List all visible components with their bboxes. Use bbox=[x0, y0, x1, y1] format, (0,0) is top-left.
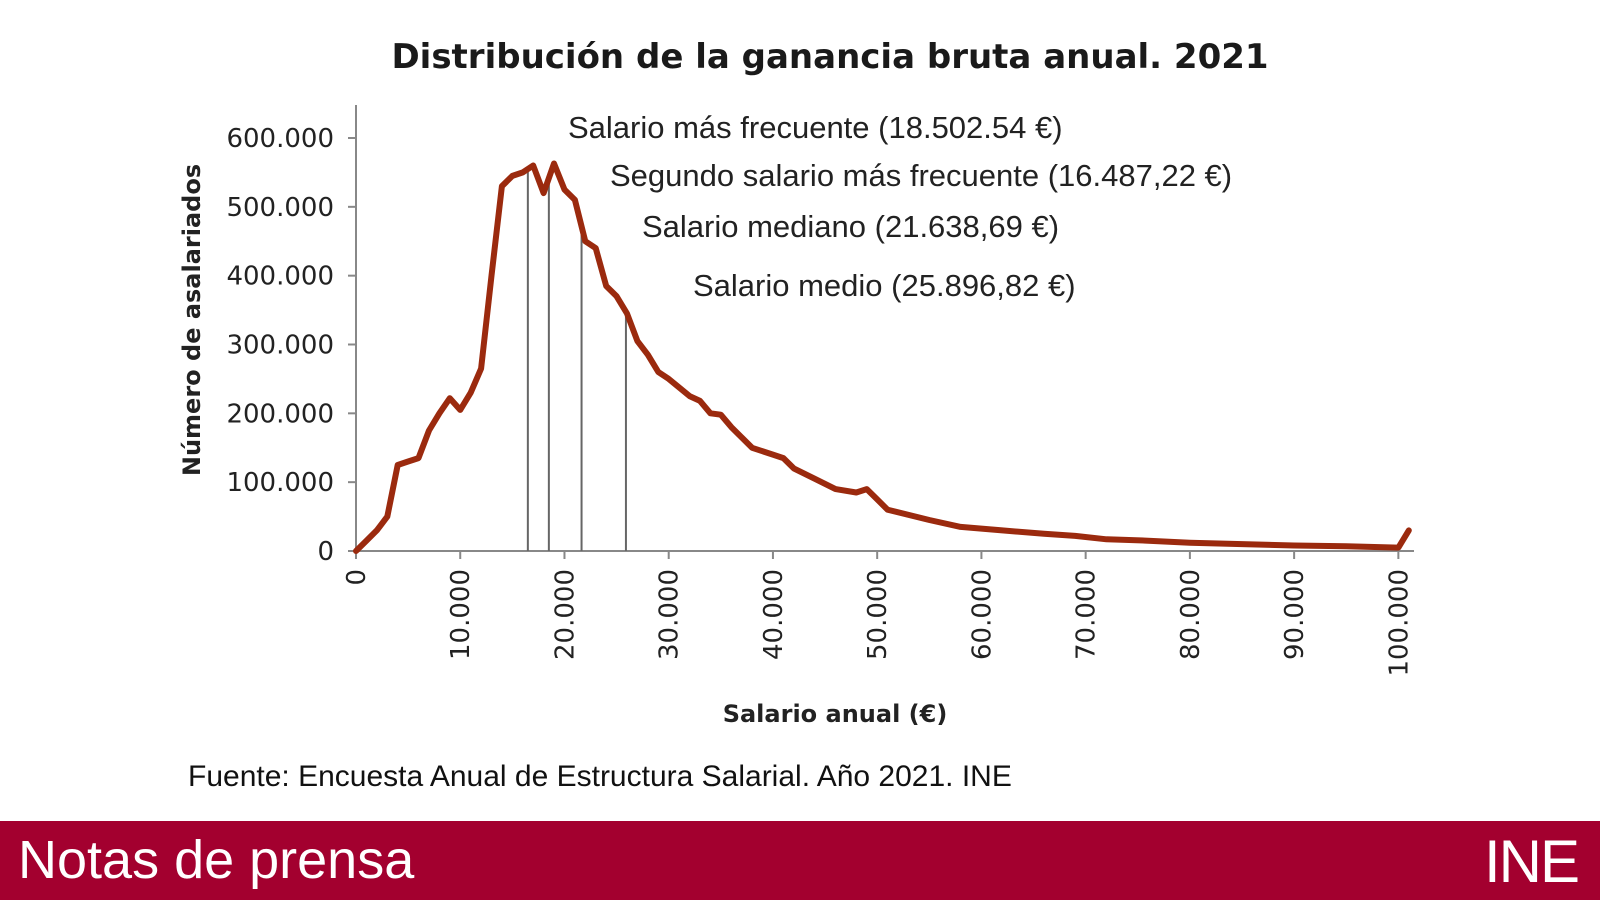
x-tick-label: 90.000 bbox=[1280, 569, 1310, 660]
chart-title: Distribución de la ganancia bruta anual.… bbox=[391, 37, 1268, 77]
x-tick-label: 100.000 bbox=[1384, 569, 1414, 677]
x-tick-label: 0 bbox=[342, 569, 372, 586]
annotation-label: Segundo salario más frecuente (16.487,22… bbox=[610, 158, 1232, 193]
annotation-label: Salario más frecuente (18.502.54 €) bbox=[568, 110, 1063, 145]
x-tick-label: 80.000 bbox=[1176, 569, 1206, 660]
x-tick-label: 10.000 bbox=[446, 569, 476, 660]
annotation-label: Salario medio (25.896,82 €) bbox=[693, 268, 1076, 303]
y-tick-label: 100.000 bbox=[226, 468, 334, 498]
y-tick-label: 200.000 bbox=[226, 399, 334, 429]
distribution-line bbox=[353, 160, 1412, 554]
x-tick-label: 60.000 bbox=[967, 569, 997, 660]
annotations-group: Salario más frecuente (18.502.54 €) Segun… bbox=[568, 110, 1232, 303]
reference-lines bbox=[526, 169, 627, 551]
x-tick-label: 40.000 bbox=[759, 569, 789, 660]
annotation-label: Salario mediano (21.638,69 €) bbox=[642, 209, 1059, 244]
x-tick-label: 20.000 bbox=[550, 569, 580, 660]
y-tick-label: 300.000 bbox=[226, 331, 334, 361]
x-tick-label: 30.000 bbox=[655, 569, 685, 660]
y-tick-label: 500.000 bbox=[226, 193, 334, 223]
chart-axes: 0 100.000 200.000 300.000 400.000 500.000 600.… bbox=[226, 105, 1414, 677]
source-note: Fuente: Encuesta Anual de Estructura Sal… bbox=[188, 760, 1012, 793]
x-tick-label: 50.000 bbox=[863, 569, 893, 660]
footer-title: Notas de prensa bbox=[18, 830, 415, 890]
series-group bbox=[353, 160, 1412, 554]
y-tick-label: 600.000 bbox=[226, 124, 334, 154]
y-tick-label: 400.000 bbox=[226, 262, 334, 292]
y-tick-label: 0 bbox=[317, 537, 334, 567]
footer-band: Notas de prensa INE bbox=[0, 821, 1600, 900]
x-axis-label: Salario anual (€) bbox=[723, 700, 948, 728]
y-axis-label: Número de asalariados bbox=[178, 164, 206, 476]
ine-logo: INE bbox=[1483, 828, 1580, 895]
x-tick-label: 70.000 bbox=[1072, 569, 1102, 660]
distribution-chart: Distribución de la ganancia bruta anual.… bbox=[178, 37, 1414, 728]
